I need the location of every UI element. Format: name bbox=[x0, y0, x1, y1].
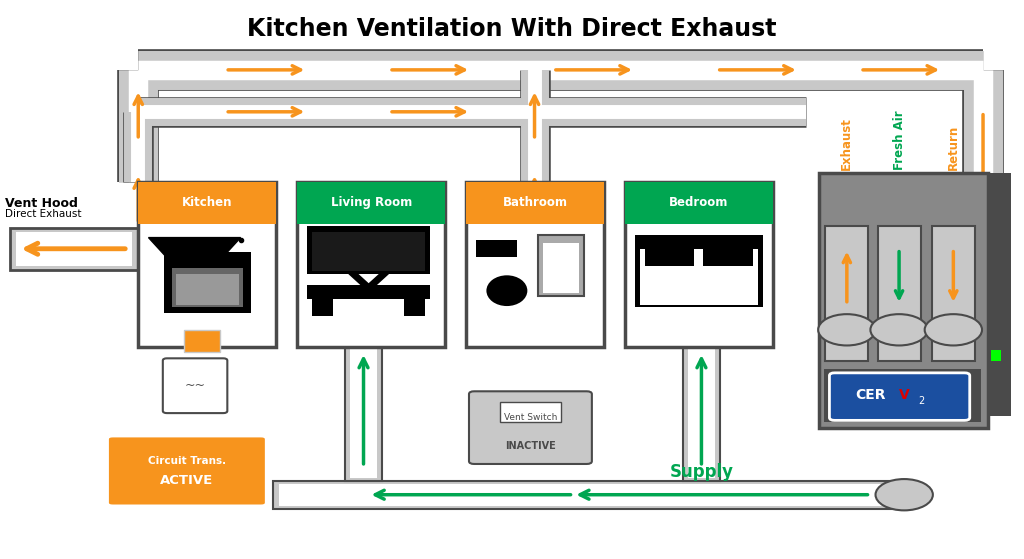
Bar bbox=[297, 182, 445, 224]
Bar bbox=[345, 347, 382, 481]
Bar bbox=[312, 298, 333, 316]
FancyBboxPatch shape bbox=[469, 391, 592, 464]
Text: Bedroom: Bedroom bbox=[670, 196, 728, 209]
Bar bbox=[688, 349, 715, 478]
Circle shape bbox=[876, 479, 933, 510]
Bar bbox=[297, 182, 445, 347]
Circle shape bbox=[818, 314, 876, 345]
Bar bbox=[138, 182, 276, 224]
Bar bbox=[138, 182, 276, 347]
Bar bbox=[878, 226, 921, 361]
Bar bbox=[176, 274, 239, 305]
Text: Circuit Trans.: Circuit Trans. bbox=[147, 456, 226, 466]
Text: ~~: ~~ bbox=[184, 379, 206, 392]
Text: Vent Switch: Vent Switch bbox=[504, 413, 557, 422]
Bar bbox=[640, 246, 758, 305]
Text: Fresh Air: Fresh Air bbox=[893, 111, 905, 170]
Text: Supply: Supply bbox=[670, 463, 733, 481]
Text: 2: 2 bbox=[919, 396, 925, 406]
Bar bbox=[645, 249, 694, 266]
Text: Kitchen Ventilation With Direct Exhaust: Kitchen Ventilation With Direct Exhaust bbox=[247, 17, 777, 41]
FancyBboxPatch shape bbox=[108, 436, 266, 506]
Bar bbox=[164, 252, 251, 313]
Bar bbox=[500, 402, 561, 422]
Text: Bathroom: Bathroom bbox=[503, 196, 567, 209]
Bar bbox=[279, 484, 901, 506]
Bar bbox=[404, 298, 425, 316]
Bar bbox=[466, 182, 604, 224]
Bar bbox=[703, 249, 753, 266]
Text: INACTIVE: INACTIVE bbox=[505, 440, 556, 451]
Text: CER: CER bbox=[855, 388, 886, 402]
Bar bbox=[819, 173, 988, 428]
Bar bbox=[476, 240, 517, 257]
Circle shape bbox=[925, 314, 982, 345]
Bar bbox=[625, 182, 773, 347]
Bar bbox=[635, 235, 763, 307]
Text: Kitchen: Kitchen bbox=[182, 196, 232, 209]
Bar bbox=[273, 481, 906, 509]
Bar bbox=[991, 350, 1001, 361]
Text: V: V bbox=[899, 388, 909, 402]
Bar bbox=[307, 226, 430, 274]
Text: Direct Exhaust: Direct Exhaust bbox=[5, 209, 82, 219]
Bar bbox=[988, 173, 1011, 416]
Bar bbox=[825, 226, 868, 361]
Bar bbox=[16, 232, 132, 266]
Bar bbox=[932, 226, 975, 361]
Bar bbox=[543, 243, 579, 293]
Bar bbox=[625, 182, 773, 224]
Circle shape bbox=[870, 314, 928, 345]
Bar bbox=[466, 182, 604, 347]
Text: ACTIVE: ACTIVE bbox=[160, 474, 214, 487]
Bar bbox=[10, 228, 138, 270]
Text: Return: Return bbox=[947, 125, 959, 170]
Bar bbox=[312, 232, 425, 271]
Bar bbox=[538, 235, 584, 296]
Bar bbox=[824, 369, 981, 422]
Text: Living Room: Living Room bbox=[331, 196, 412, 209]
Bar bbox=[683, 347, 720, 481]
Text: Vent Hood: Vent Hood bbox=[5, 197, 78, 210]
Bar bbox=[635, 235, 763, 249]
FancyBboxPatch shape bbox=[163, 358, 227, 413]
Bar bbox=[350, 349, 377, 478]
Bar bbox=[307, 285, 430, 299]
Text: Exhaust: Exhaust bbox=[841, 117, 853, 170]
Bar bbox=[172, 268, 243, 307]
Ellipse shape bbox=[486, 276, 527, 306]
Bar bbox=[184, 330, 220, 352]
FancyBboxPatch shape bbox=[829, 373, 970, 420]
Polygon shape bbox=[148, 238, 241, 260]
